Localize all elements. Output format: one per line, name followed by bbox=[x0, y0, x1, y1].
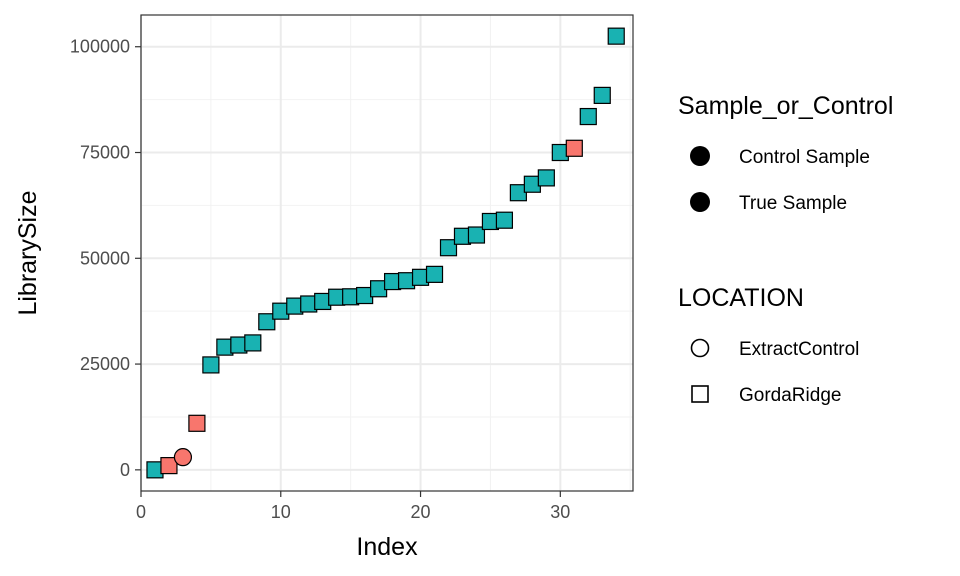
legend-title-sample-or-control: Sample_or_Control bbox=[678, 92, 893, 120]
data-point-32 bbox=[579, 107, 597, 126]
data-point-21 bbox=[425, 265, 444, 283]
data-point-9 bbox=[258, 313, 276, 331]
data-point-4 bbox=[188, 414, 206, 432]
y-tick-label: 50000 bbox=[80, 248, 130, 268]
legend-label-extractcontrol: ExtractControl bbox=[739, 339, 859, 360]
x-tick-label: 20 bbox=[411, 502, 431, 522]
legend-key-gordaridge bbox=[691, 385, 709, 403]
x-axis-title: Index bbox=[356, 533, 418, 561]
y-tick-label: 25000 bbox=[80, 354, 130, 374]
legend-key-control-sample bbox=[690, 146, 710, 166]
data-point-2 bbox=[160, 457, 178, 475]
data-point-5 bbox=[202, 356, 220, 374]
data-point-33 bbox=[593, 86, 611, 104]
data-point-24 bbox=[467, 226, 486, 244]
y-tick-label: 100000 bbox=[70, 37, 130, 57]
legend-label-control-sample: Control Sample bbox=[739, 147, 870, 168]
panel-border bbox=[140, 14, 634, 492]
data-point-22 bbox=[439, 239, 458, 257]
data-point-26 bbox=[495, 211, 514, 229]
data-point-8 bbox=[244, 334, 262, 352]
legend-label-gordaridge: GordaRidge bbox=[739, 385, 841, 406]
legend: Sample_or_Control Control Sample True Sa… bbox=[678, 92, 893, 406]
y-axis-title: LibrarySize bbox=[14, 190, 42, 315]
data-point-29 bbox=[537, 169, 555, 187]
data-point-3 bbox=[173, 448, 193, 467]
legend-label-true-sample: True Sample bbox=[739, 193, 847, 214]
legend-key-extractcontrol bbox=[690, 338, 710, 358]
axes: 0 10 20 30 0 25000 50000 75000 100000 bbox=[70, 37, 570, 522]
legend-key-true-sample bbox=[690, 192, 710, 212]
x-tick-label: 30 bbox=[550, 502, 570, 522]
gridlines bbox=[140, 15, 633, 491]
x-tick-label: 10 bbox=[271, 502, 291, 522]
x-tick-label: 0 bbox=[136, 502, 146, 522]
panel-background bbox=[141, 15, 633, 491]
legend-location: LOCATION ExtractControl GordaRidge bbox=[678, 284, 859, 406]
y-tick-label: 0 bbox=[120, 460, 130, 480]
y-tick-label: 75000 bbox=[80, 143, 130, 163]
data-point-31 bbox=[565, 139, 583, 157]
legend-title-location: LOCATION bbox=[678, 284, 804, 312]
data-points bbox=[146, 27, 625, 479]
legend-sample-or-control: Sample_or_Control Control Sample True Sa… bbox=[678, 92, 893, 214]
data-point-34 bbox=[607, 27, 625, 45]
